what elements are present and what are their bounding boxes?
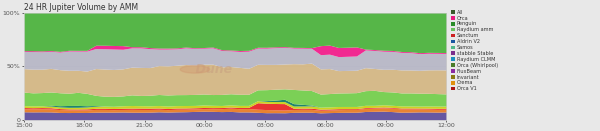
- Text: 24 HR Jupiter Volume by AMM: 24 HR Jupiter Volume by AMM: [24, 3, 138, 12]
- Circle shape: [180, 66, 210, 73]
- Text: Dune: Dune: [178, 63, 233, 76]
- Legend: All, Orca, Penguin, Raydium amm, Sanctum, Aldrin V2, Samos, stabble Stable, Rayd: All, Orca, Penguin, Raydium amm, Sanctum…: [451, 10, 498, 91]
